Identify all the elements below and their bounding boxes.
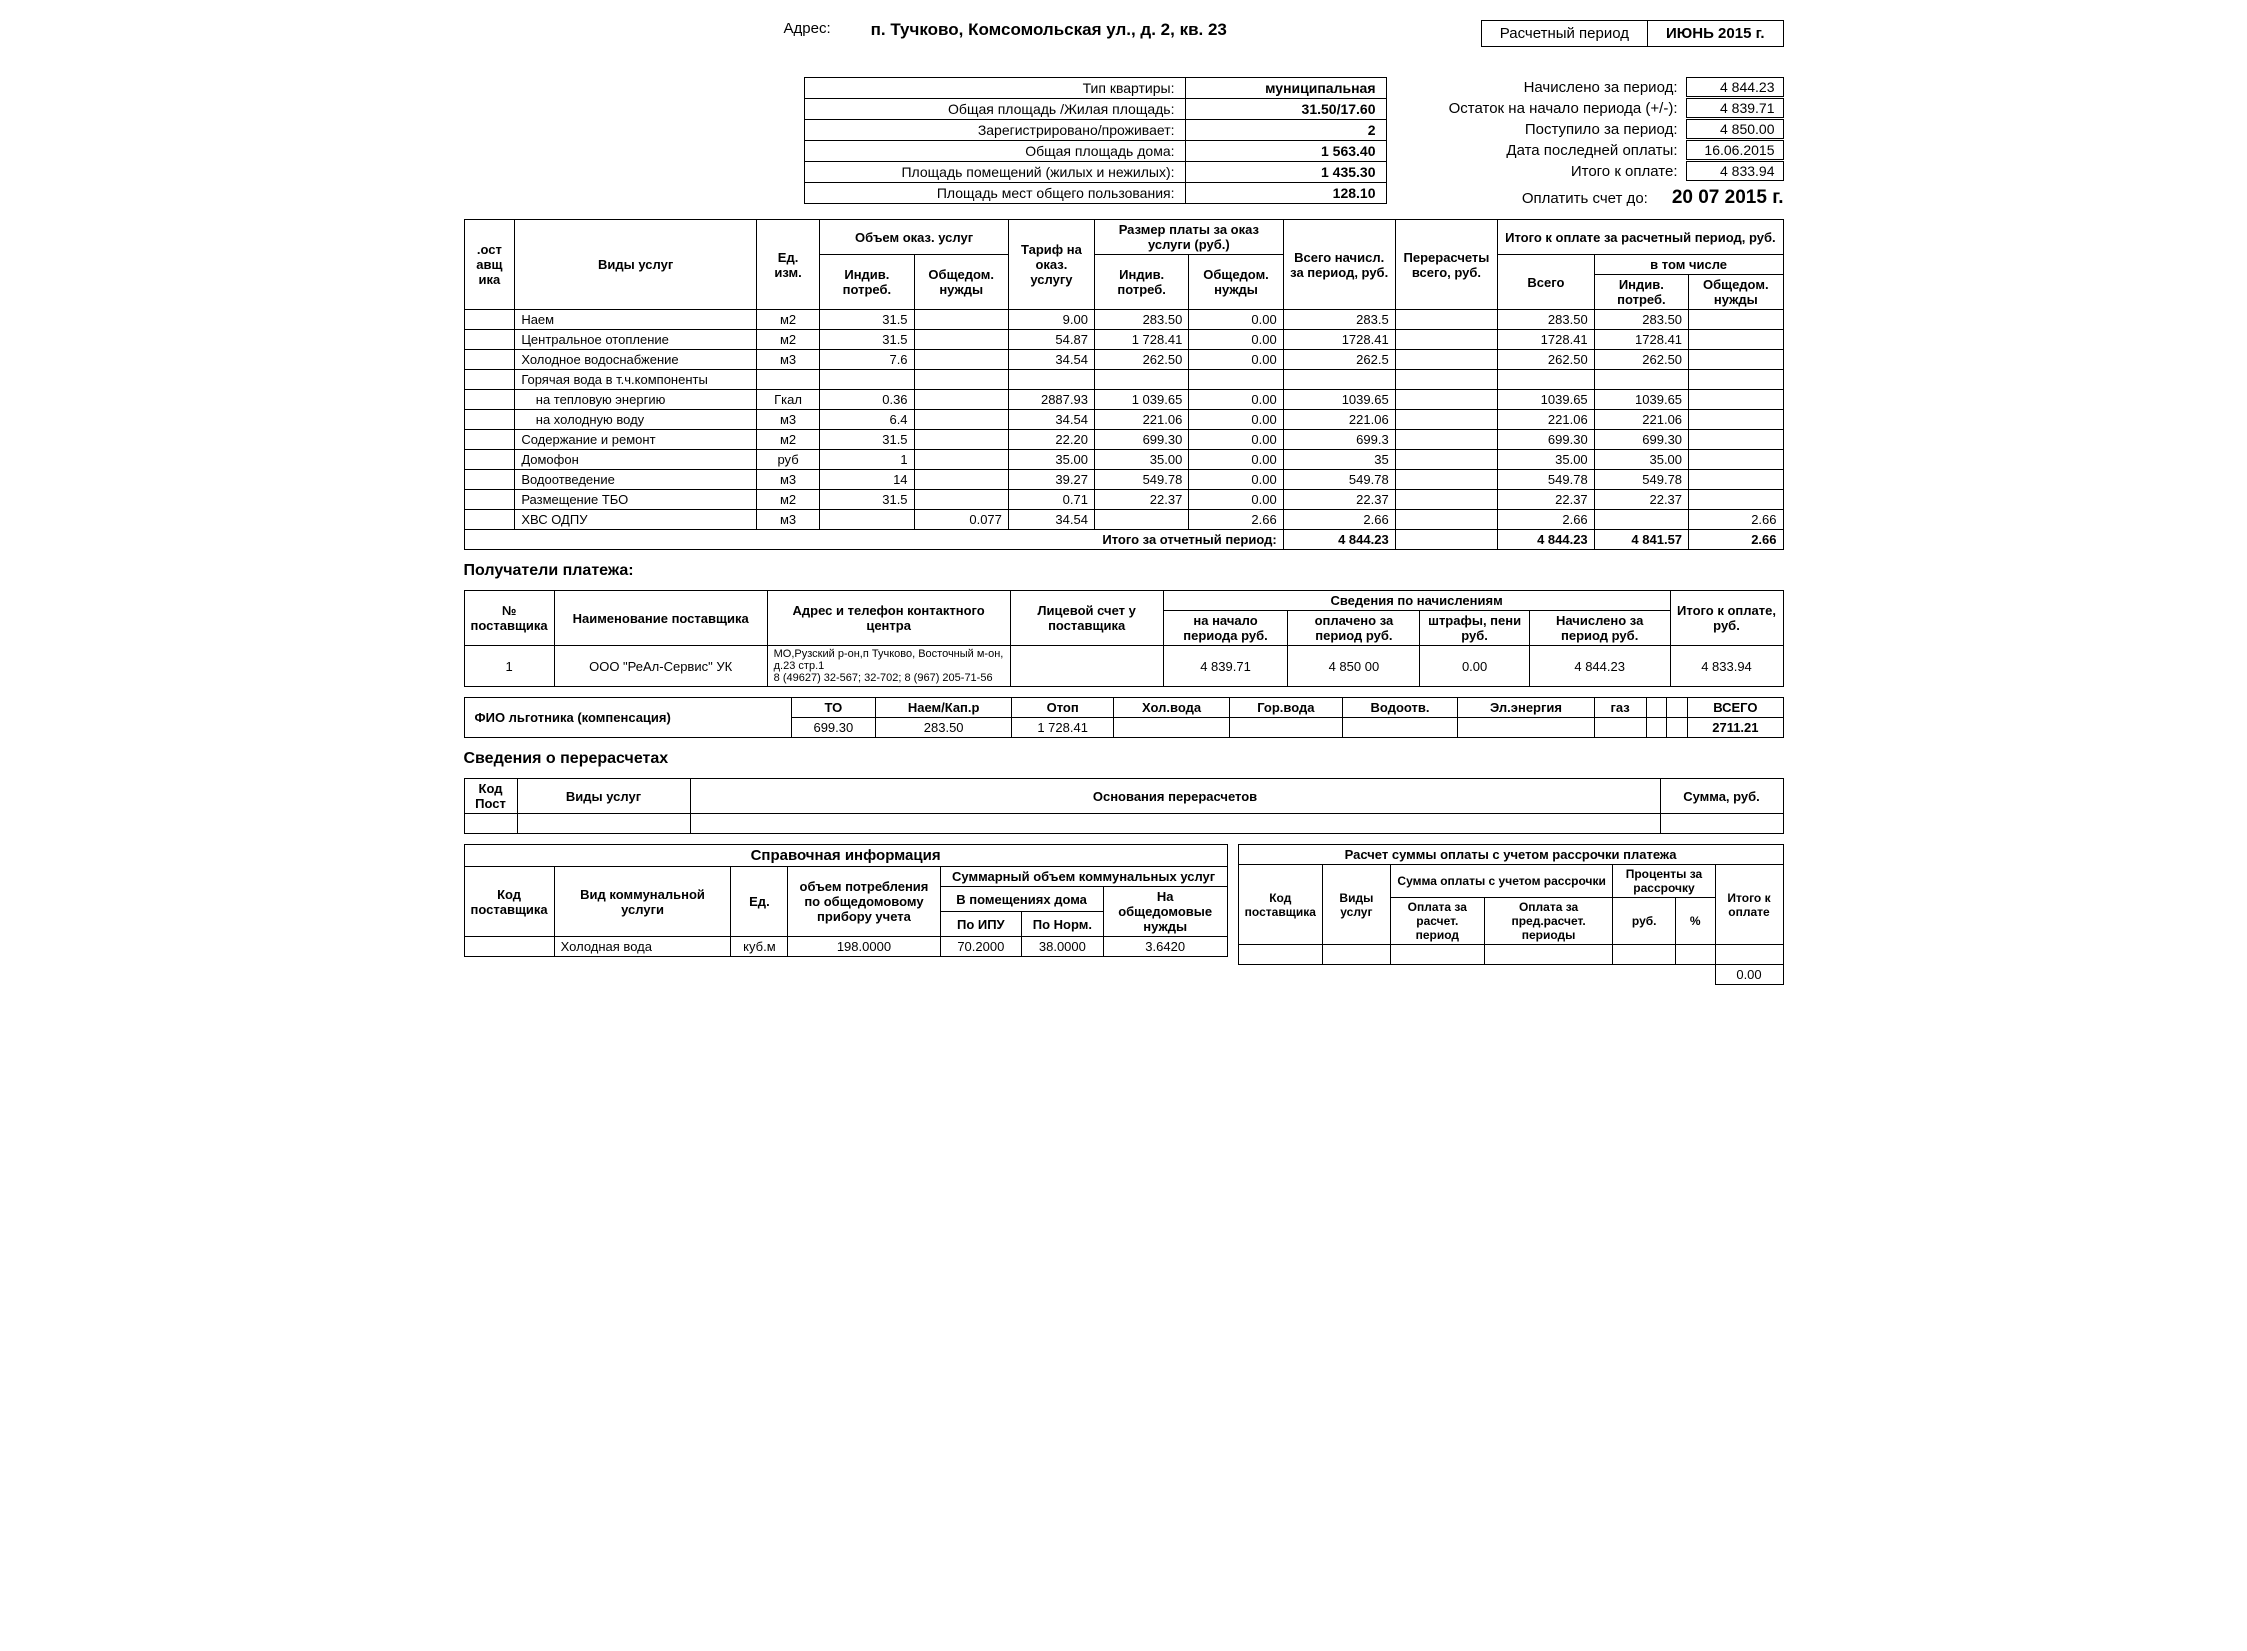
period-value: ИЮНЬ 2015 г. — [1648, 21, 1783, 47]
due-label: Оплатить счет до: — [1522, 190, 1672, 207]
summary-row: Итого к оплате:4 833.94 — [1449, 161, 1784, 181]
col-services: Виды услуг — [515, 220, 757, 310]
col-tariff: Тариф на оказ. услугу — [1008, 220, 1094, 310]
service-row: Водоотведением31439.27549.780.00549.7854… — [464, 470, 1783, 490]
col-payment-size: Размер платы за оказ услуги (руб.) — [1094, 220, 1283, 255]
reference-table: Справочная информация Код поставщика Вид… — [464, 844, 1228, 957]
summary-row: Остаток на начало периода (+/-):4 839.71 — [1449, 98, 1784, 118]
period-label: Расчетный период — [1481, 21, 1647, 47]
recipient-row: 1 ООО "РеАл-Сервис" УК МО,Рузский р-он,п… — [464, 646, 1783, 687]
service-row: на холодную водум36.434.54221.060.00221.… — [464, 410, 1783, 430]
summary-row: Поступило за период:4 850.00 — [1449, 119, 1784, 139]
installment-empty-row — [1238, 945, 1783, 965]
recalc-title: Сведения о перерасчетах — [464, 750, 1784, 768]
service-row: Домофонруб135.0035.000.003535.0035.00 — [464, 450, 1783, 470]
summary-row: Начислено за период:4 844.23 — [1449, 77, 1784, 97]
installment-total-row: 0.00 — [1238, 965, 1783, 985]
col-unit: Ед. изм. — [756, 220, 819, 310]
address-label: Адрес: — [784, 20, 831, 37]
period-box: Расчетный период ИЮНЬ 2015 г. — [1481, 20, 1784, 47]
apartment-info-row: Зарегистрировано/проживает:2 — [804, 120, 1386, 141]
service-row: Размещение ТБОм231.50.7122.370.0022.3722… — [464, 490, 1783, 510]
summary-row: Дата последней оплаты:16.06.2015 — [1449, 140, 1784, 160]
col-including: в том числе — [1594, 255, 1783, 275]
apartment-info-row: Общая площадь дома:1 563.40 — [804, 141, 1386, 162]
service-row: ХВС ОДПУм30.07734.542.662.662.662.66 — [464, 510, 1783, 530]
col-indiv-vol: Индив. потреб. — [820, 255, 914, 310]
col-total-charged: Всего начисл. за период, руб. — [1283, 220, 1395, 310]
reference-row: Холодная вода куб.м 198.0000 70.2000 38.… — [464, 937, 1227, 957]
installment-table: Расчет суммы оплаты с учетом рассрочки п… — [1238, 844, 1784, 985]
service-row: Наемм231.59.00283.500.00283.5283.50283.5… — [464, 310, 1783, 330]
apartment-info-table: Тип квартиры:муниципальнаяОбщая площадь … — [804, 77, 1387, 204]
recalc-table: Код Пост Виды услуг Основания перерасчет… — [464, 778, 1784, 834]
compensation-table: ФИО льготника (компенсация) ТО Наем/Кап.… — [464, 697, 1784, 738]
service-row: на тепловую энергиюГкал0.362887.931 039.… — [464, 390, 1783, 410]
col-total: Всего — [1498, 255, 1594, 310]
apartment-info-row: Площадь помещений (жилых и нежилых):1 43… — [804, 162, 1386, 183]
col-incl-common: Общедом. нужды — [1689, 275, 1783, 310]
services-table: .оставщика Виды услуг Ед. изм. Объем ока… — [464, 219, 1784, 550]
col-common-vol: Общедом. нужды — [914, 255, 1008, 310]
apartment-info-row: Площадь мест общего пользования:128.10 — [804, 183, 1386, 204]
recipients-title: Получатели платежа: — [464, 562, 1784, 580]
service-row: Центральное отоплением231.554.871 728.41… — [464, 330, 1783, 350]
apartment-info-row: Тип квартиры:муниципальная — [804, 78, 1386, 99]
recipients-table: № поставщика Наименование поставщика Адр… — [464, 590, 1784, 687]
recalc-empty-row — [464, 814, 1783, 834]
col-common-pay: Общедом. нужды — [1189, 255, 1283, 310]
due-value: 20 07 2015 г. — [1672, 187, 1784, 209]
summary-block: Начислено за период:4 844.23Остаток на н… — [1449, 77, 1784, 209]
service-row: Горячая вода в т.ч.компоненты — [464, 370, 1783, 390]
col-indiv-pay: Индив. потреб. — [1094, 255, 1188, 310]
apartment-info-row: Общая площадь /Жилая площадь:31.50/17.60 — [804, 99, 1386, 120]
total-row: Итого за отчетный период: 4 844.23 4 844… — [464, 530, 1783, 550]
service-row: Холодное водоснабжением37.634.54262.500.… — [464, 350, 1783, 370]
col-volume: Объем оказ. услуг — [820, 220, 1009, 255]
address-value: п. Тучково, Комсомольская ул., д. 2, кв.… — [871, 20, 1227, 40]
col-recalc: Перерасчеты всего, руб. — [1395, 220, 1498, 310]
service-row: Содержание и ремонтм231.522.20699.300.00… — [464, 430, 1783, 450]
col-supplier-code: .оставщика — [464, 220, 515, 310]
col-incl-indiv: Индив. потреб. — [1594, 275, 1688, 310]
col-total-due: Итого к оплате за расчетный период, руб. — [1498, 220, 1783, 255]
